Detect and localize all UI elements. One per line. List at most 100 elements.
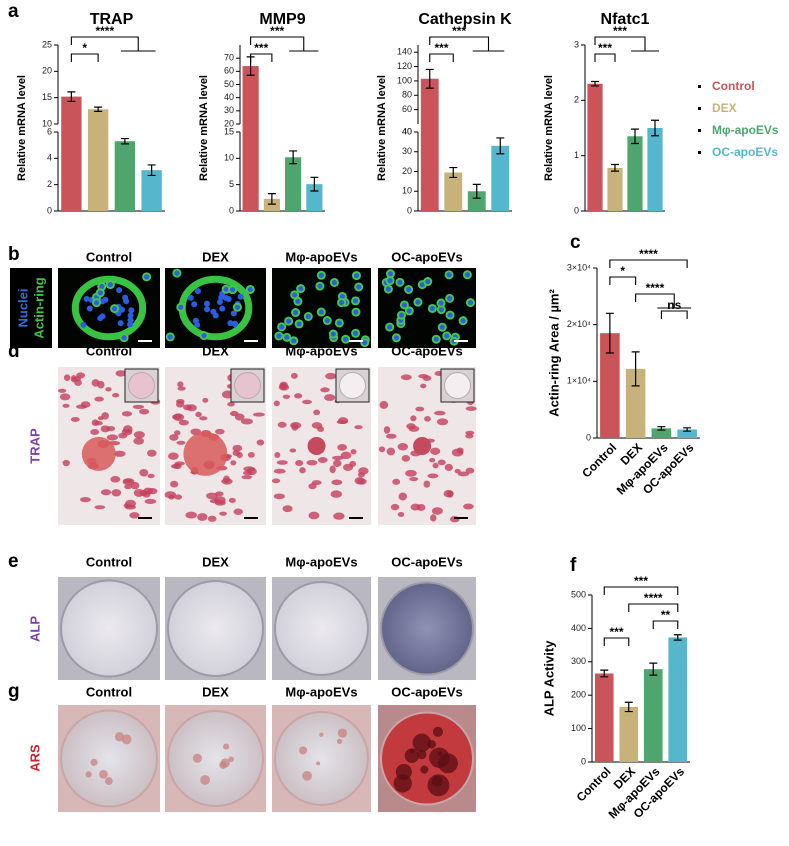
cell	[59, 393, 71, 401]
cell	[279, 381, 288, 390]
cell	[215, 428, 225, 435]
cell	[465, 406, 477, 411]
cell	[332, 455, 344, 460]
column-header: Control	[86, 249, 132, 264]
cell	[354, 425, 363, 430]
error-bar	[683, 427, 692, 432]
nucleus	[324, 317, 330, 324]
error-bar	[673, 634, 682, 641]
well-image	[165, 705, 266, 812]
y-tick-label: 0	[229, 205, 234, 215]
cell	[430, 514, 437, 522]
column-header: DEX	[202, 249, 229, 264]
cell	[214, 496, 226, 504]
cell	[350, 448, 357, 455]
stain	[302, 770, 312, 781]
cell	[378, 446, 386, 453]
cell	[273, 468, 286, 474]
cell	[317, 456, 328, 463]
nucleus	[191, 301, 198, 308]
cell	[202, 397, 209, 403]
y-tick-label: 20	[402, 166, 412, 176]
nucleus	[237, 293, 244, 300]
cell	[400, 374, 412, 381]
bar	[643, 669, 663, 762]
cell	[282, 505, 293, 513]
y-tick-label: 100	[571, 723, 586, 733]
error-bar	[600, 669, 609, 678]
nucleus	[425, 278, 431, 285]
nucleus	[229, 287, 236, 293]
y-tick-label: 15	[42, 92, 52, 102]
bar	[600, 333, 620, 438]
panel-label: b	[8, 244, 20, 265]
nucleus	[305, 313, 311, 320]
osteoclast	[81, 436, 116, 471]
cell	[133, 437, 145, 445]
well	[380, 711, 474, 806]
significance-bracket	[250, 36, 319, 52]
nucleus	[429, 305, 436, 312]
nucleus	[387, 324, 393, 330]
significance-bracket	[609, 259, 688, 268]
cell	[271, 478, 281, 484]
significance-label: ns	[667, 298, 681, 312]
stain	[404, 748, 420, 763]
column-header: OC-apoEVs	[391, 249, 463, 264]
nucleus	[352, 330, 359, 336]
y-tick-label: 60	[224, 66, 234, 76]
x-tick-label: Control	[574, 764, 614, 804]
cell	[444, 463, 453, 471]
nucleus	[80, 321, 87, 328]
significance-label: ***	[452, 24, 466, 38]
cell	[115, 370, 127, 377]
cell	[397, 511, 405, 517]
panel-label: d	[8, 341, 20, 362]
cell	[311, 480, 322, 486]
stain	[417, 749, 427, 760]
nucleus	[336, 320, 342, 326]
bar	[87, 109, 109, 211]
stain	[104, 777, 113, 786]
nucleus	[419, 282, 425, 288]
y-tick-label: 120	[397, 61, 412, 71]
nucleus	[111, 306, 118, 312]
well	[380, 581, 474, 676]
nucleus	[234, 304, 241, 310]
cell	[416, 503, 426, 511]
nucleus	[174, 270, 180, 276]
nucleus	[296, 321, 302, 327]
cell	[446, 490, 454, 498]
cell	[337, 443, 348, 451]
cell	[233, 508, 243, 515]
cell	[390, 503, 400, 511]
cell	[406, 423, 416, 430]
cell	[112, 392, 120, 398]
error-bar	[591, 80, 599, 87]
cell	[340, 451, 352, 460]
cell	[333, 459, 342, 468]
cell	[433, 410, 446, 416]
cell	[139, 468, 149, 477]
cell	[176, 440, 186, 445]
cell	[295, 459, 304, 467]
nucleus	[387, 277, 393, 284]
significance-label: ***	[270, 24, 284, 38]
cell	[80, 401, 91, 408]
cell	[424, 416, 431, 422]
y-tick-label: 6	[47, 126, 52, 136]
nucleus	[415, 299, 421, 305]
y-tick-label: 500	[571, 589, 586, 599]
cell	[79, 496, 91, 503]
nucleus	[447, 312, 453, 318]
nucleus	[343, 336, 349, 342]
row-label: ALP	[27, 616, 42, 642]
error-bar	[472, 183, 481, 199]
error-bar	[94, 106, 103, 112]
stain	[337, 728, 348, 738]
bar	[587, 83, 603, 211]
y-tick-label: 2	[47, 179, 52, 189]
y-axis-label: Relative mRNA level	[198, 75, 210, 181]
significance-bracket	[603, 586, 679, 595]
